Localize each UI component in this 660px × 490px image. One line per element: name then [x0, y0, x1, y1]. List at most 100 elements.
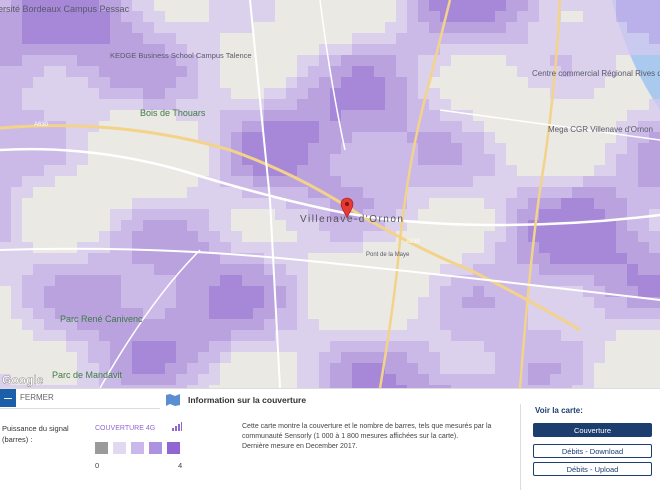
- coverage-cell: [528, 55, 539, 66]
- coverage-cell: [341, 165, 352, 176]
- coverage-cell: [550, 33, 561, 44]
- coverage-cell: [165, 363, 176, 374]
- coverage-cell: [165, 374, 176, 385]
- coverage-cell: [242, 154, 253, 165]
- coverage-cell: [385, 385, 396, 388]
- coverage-cell: [330, 220, 341, 231]
- coverage-cell: [275, 286, 286, 297]
- close-icon[interactable]: –: [0, 389, 16, 407]
- coverage-cell: [66, 154, 77, 165]
- coverage-cell: [561, 44, 572, 55]
- coverage-cell: [121, 275, 132, 286]
- coverage-cell: [605, 143, 616, 154]
- coverage-cell: [209, 352, 220, 363]
- coverage-cell: [0, 220, 11, 231]
- coverage-cell: [330, 187, 341, 198]
- coverage-cell: [638, 209, 649, 220]
- coverage-cell: [231, 264, 242, 275]
- coverage-cell: [253, 110, 264, 121]
- view-button[interactable]: Couverture: [533, 423, 652, 437]
- coverage-cell: [594, 264, 605, 275]
- coverage-cell: [583, 22, 594, 33]
- coverage-cell: [121, 44, 132, 55]
- coverage-cell: [462, 165, 473, 176]
- coverage-cell: [649, 187, 660, 198]
- coverage-cell: [627, 297, 638, 308]
- coverage-cell: [275, 198, 286, 209]
- close-button[interactable]: FERMER: [20, 393, 54, 402]
- coverage-cell: [319, 66, 330, 77]
- coverage-cell: [66, 341, 77, 352]
- coverage-cell: [473, 308, 484, 319]
- coverage-cell: [418, 341, 429, 352]
- coverage-cell: [517, 374, 528, 385]
- coverage-cell: [495, 165, 506, 176]
- coverage-cell: [198, 187, 209, 198]
- coverage-cell: [99, 110, 110, 121]
- coverage-cell: [495, 297, 506, 308]
- coverage-cell: [11, 66, 22, 77]
- coverage-cell: [572, 253, 583, 264]
- coverage-cell: [649, 264, 660, 275]
- coverage-cell: [484, 297, 495, 308]
- coverage-cell: [616, 33, 627, 44]
- coverage-cell: [275, 275, 286, 286]
- coverage-cell: [121, 385, 132, 388]
- coverage-cell: [121, 33, 132, 44]
- coverage-cell: [220, 319, 231, 330]
- coverage-cell: [0, 33, 11, 44]
- coverage-cell: [110, 11, 121, 22]
- coverage-cell: [121, 297, 132, 308]
- coverage-cell: [341, 121, 352, 132]
- coverage-cell: [440, 33, 451, 44]
- coverage-cell: [198, 198, 209, 209]
- coverage-cell: [220, 198, 231, 209]
- coverage-cell: [33, 11, 44, 22]
- coverage-cell: [132, 341, 143, 352]
- coverage-cell: [165, 198, 176, 209]
- coverage-cell: [176, 99, 187, 110]
- coverage-cell: [242, 253, 253, 264]
- map-label: KEDGE Business School Campus Talence: [110, 51, 252, 60]
- map[interactable]: Villenave-d'Ornon Bois de Thouars Parc R…: [0, 0, 660, 388]
- coverage-cell: [110, 330, 121, 341]
- coverage-cell: [209, 11, 220, 22]
- coverage-cell: [143, 297, 154, 308]
- coverage-cell: [506, 22, 517, 33]
- coverage-cell: [187, 66, 198, 77]
- coverage-cell: [286, 99, 297, 110]
- coverage-cell: [187, 341, 198, 352]
- coverage-cell: [264, 99, 275, 110]
- coverage-cell: [33, 33, 44, 44]
- coverage-cell: [539, 187, 550, 198]
- coverage-cell: [440, 99, 451, 110]
- coverage-cell: [22, 308, 33, 319]
- coverage-cell: [165, 88, 176, 99]
- coverage-cell: [572, 77, 583, 88]
- coverage-cell: [77, 286, 88, 297]
- map-marker[interactable]: [340, 197, 354, 219]
- coverage-cell: [319, 198, 330, 209]
- view-button[interactable]: Débits - Upload: [533, 462, 652, 476]
- coverage-cell: [506, 385, 517, 388]
- coverage-cell: [22, 242, 33, 253]
- coverage-cell: [176, 220, 187, 231]
- coverage-cell: [143, 231, 154, 242]
- coverage-cell: [253, 242, 264, 253]
- coverage-cell: [0, 110, 11, 121]
- view-button[interactable]: Débits - Download: [533, 444, 652, 458]
- coverage-cell: [594, 242, 605, 253]
- coverage-cell: [561, 88, 572, 99]
- coverage-cell: [209, 253, 220, 264]
- coverage-cell: [407, 55, 418, 66]
- coverage-cell: [418, 11, 429, 22]
- coverage-cell: [605, 176, 616, 187]
- coverage-cell: [154, 99, 165, 110]
- coverage-cell: [330, 341, 341, 352]
- coverage-cell: [66, 385, 77, 388]
- coverage-cell: [231, 99, 242, 110]
- coverage-cell: [594, 341, 605, 352]
- coverage-cell: [396, 154, 407, 165]
- coverage-cell: [154, 352, 165, 363]
- coverage-cell: [77, 99, 88, 110]
